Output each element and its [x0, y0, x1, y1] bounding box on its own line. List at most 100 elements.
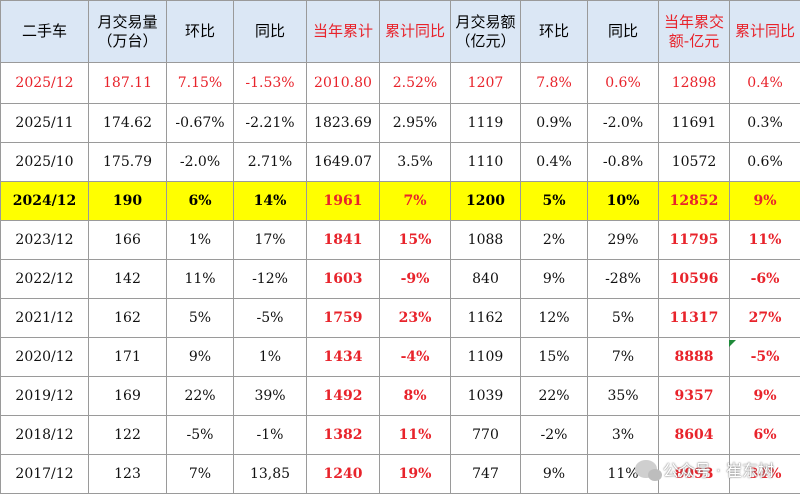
- table-cell: 1200: [450, 181, 521, 221]
- table-cell: 1119: [450, 103, 521, 143]
- table-cell: -2.0%: [166, 142, 234, 182]
- table-cell: 1823.69: [306, 103, 380, 143]
- row-period-cell: 2019/12: [0, 376, 89, 416]
- table-cell: 123: [88, 454, 167, 494]
- table-cell: 1492: [306, 376, 380, 416]
- table-cell: 3%: [587, 415, 659, 455]
- table-cell: 7%: [587, 337, 659, 377]
- table-cell: 171: [88, 337, 167, 377]
- table-cell: 1110: [450, 142, 521, 182]
- table-cell: 23%: [379, 298, 451, 338]
- table-cell: 0.9%: [520, 103, 588, 143]
- table-cell: 6%: [729, 415, 800, 455]
- table-row: 2020/12 171 9% 1% 1434 -4% 1109 15% 7% 8888 -5%: [0, 337, 800, 377]
- column-header: 环比: [166, 0, 234, 63]
- table-cell: 39%: [233, 376, 307, 416]
- table-row: 2017/12 123 7% 13,85 1240 19% 747 9% 11% 8093 34%: [0, 454, 800, 494]
- table-cell: 166: [88, 220, 167, 260]
- table-cell: 3.5%: [379, 142, 451, 182]
- table-cell: 162: [88, 298, 167, 338]
- table-cell: 1434: [306, 337, 380, 377]
- table-cell: -0.8%: [587, 142, 659, 182]
- table-cell: -12%: [233, 259, 307, 299]
- table-cell: -4%: [379, 337, 451, 377]
- table-cell: 35%: [587, 376, 659, 416]
- table-cell: 8%: [379, 376, 451, 416]
- table-cell: 6%: [166, 181, 234, 221]
- table-cell: 7%: [166, 454, 234, 494]
- table-cell: 11795: [658, 220, 730, 260]
- table-cell: -2%: [520, 415, 588, 455]
- table-cell: 17%: [233, 220, 307, 260]
- table-cell: 1603: [306, 259, 380, 299]
- table-cell: 1088: [450, 220, 521, 260]
- column-header: 月交易额（亿元）: [450, 0, 521, 63]
- table-cell: 12898: [658, 62, 730, 104]
- table-cell: 169: [88, 376, 167, 416]
- table-cell: 14%: [233, 181, 307, 221]
- table-cell: 11317: [658, 298, 730, 338]
- table-cell: 9%: [166, 337, 234, 377]
- table-cell: 9357: [658, 376, 730, 416]
- row-period-cell: 2017/12: [0, 454, 89, 494]
- table-cell: 1%: [233, 337, 307, 377]
- table-cell: 10%: [587, 181, 659, 221]
- table-cell: 5%: [587, 298, 659, 338]
- table-cell: 34%: [729, 454, 800, 494]
- table-row: 2018/12 122 -5% -1% 1382 11% 770 -2% 3% 8604 6%: [0, 415, 800, 455]
- table-cell: 11%: [729, 220, 800, 260]
- table-row: 2023/12 166 1% 17% 1841 15% 1088 2% 29% 11795 11%: [0, 220, 800, 260]
- table-cell: 122: [88, 415, 167, 455]
- row-period-cell: 2025/10: [0, 142, 89, 182]
- table-cell: 7.15%: [166, 62, 234, 104]
- table-cell: 13,85: [233, 454, 307, 494]
- table-cell: 7.8%: [520, 62, 588, 104]
- table-cell: 5%: [166, 298, 234, 338]
- row-period-cell: 2022/12: [0, 259, 89, 299]
- table-cell: 2%: [520, 220, 588, 260]
- column-header: 二手车: [0, 0, 89, 63]
- table-cell: -9%: [379, 259, 451, 299]
- table-cell: 22%: [166, 376, 234, 416]
- column-header: 环比: [520, 0, 588, 63]
- table-cell: 1207: [450, 62, 521, 104]
- table-cell: 5%: [520, 181, 588, 221]
- table-cell: 10572: [658, 142, 730, 182]
- table-cell: 9%: [520, 259, 588, 299]
- table-cell: 2.52%: [379, 62, 451, 104]
- table-row: 2021/12 162 5% -5% 1759 23% 1162 12% 5% 11317 27%: [0, 298, 800, 338]
- table-cell: 840: [450, 259, 521, 299]
- table-cell: 747: [450, 454, 521, 494]
- table-cell: 8888: [658, 337, 730, 377]
- table-cell: 770: [450, 415, 521, 455]
- column-header: 累计同比: [379, 0, 451, 63]
- table-cell: 11691: [658, 103, 730, 143]
- table-cell: -6%: [729, 259, 800, 299]
- table-cell: 11%: [166, 259, 234, 299]
- table-cell: 11%: [379, 415, 451, 455]
- table-cell: 27%: [729, 298, 800, 338]
- table-cell: 175.79: [88, 142, 167, 182]
- table-cell: 1%: [166, 220, 234, 260]
- table-cell: 1162: [450, 298, 521, 338]
- row-period-cell: 2021/12: [0, 298, 89, 338]
- table-cell: 9%: [520, 454, 588, 494]
- table-cell: 1649.07: [306, 142, 380, 182]
- column-header: 同比: [233, 0, 307, 63]
- corner-marker: [729, 340, 736, 347]
- table-cell: 1961: [306, 181, 380, 221]
- table-cell: 19%: [379, 454, 451, 494]
- table-cell: 8604: [658, 415, 730, 455]
- table-cell: 10596: [658, 259, 730, 299]
- table-cell: 1240: [306, 454, 380, 494]
- table-cell: 2010.80: [306, 62, 380, 104]
- table-cell: -5%: [166, 415, 234, 455]
- table-row: 2022/12 142 11% -12% 1603 -9% 840 9% -28% 10596 -6…: [0, 259, 800, 299]
- table-cell: 15%: [379, 220, 451, 260]
- table-cell: 29%: [587, 220, 659, 260]
- table-cell: 12852: [658, 181, 730, 221]
- table-cell: 15%: [520, 337, 588, 377]
- row-period-cell: 2018/12: [0, 415, 89, 455]
- row-period-cell: 2023/12: [0, 220, 89, 260]
